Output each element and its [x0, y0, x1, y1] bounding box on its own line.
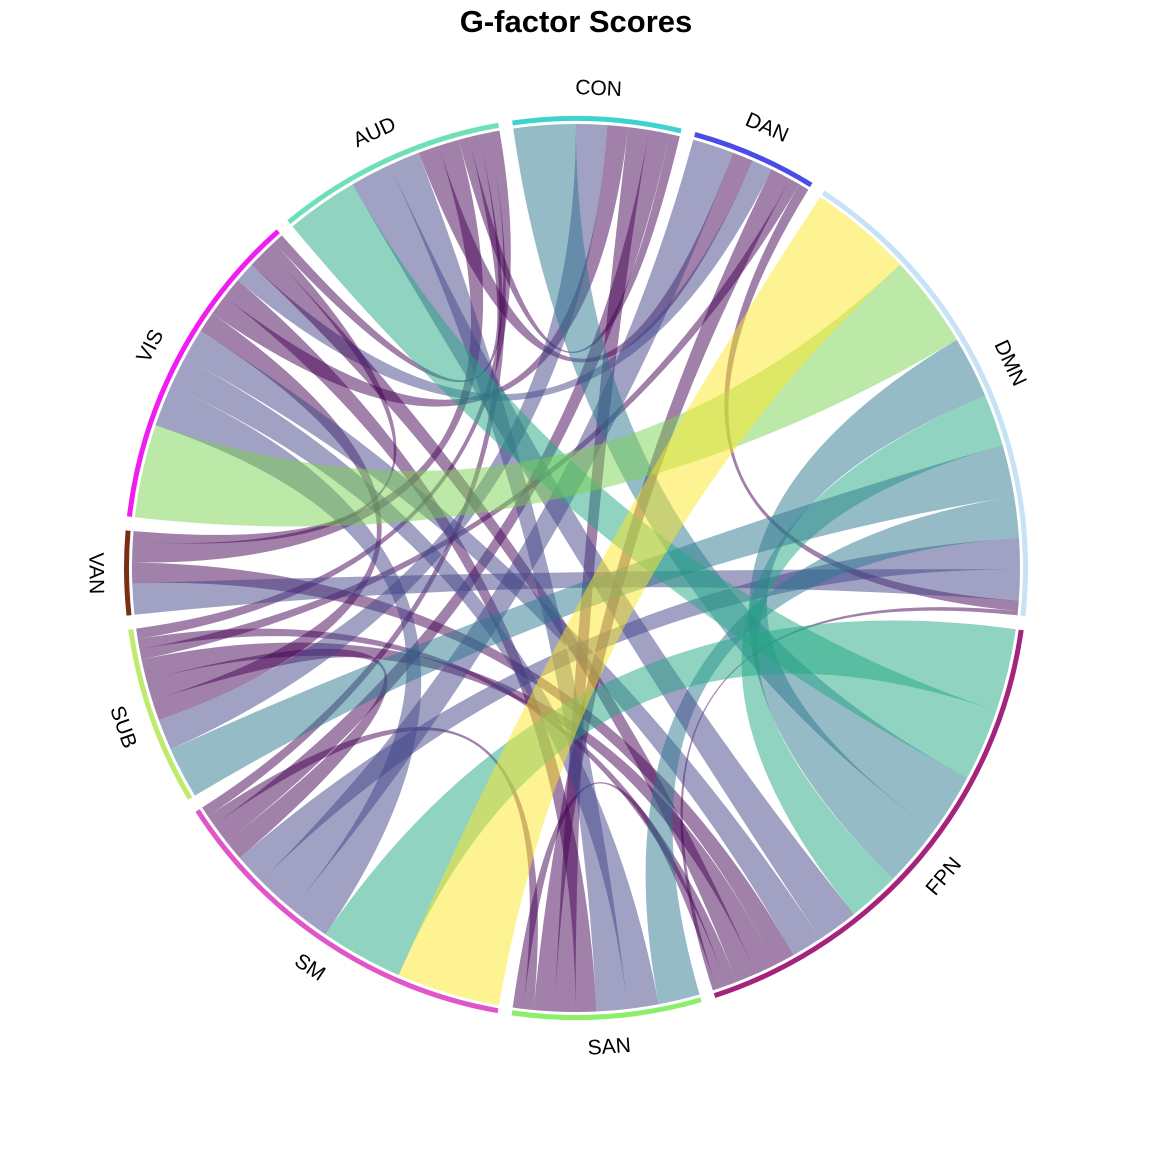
chord-link-fpn-dmn: [748, 339, 986, 879]
chord-link-fpn-aud: [352, 164, 855, 939]
sector-label-san: SAN: [587, 1034, 632, 1060]
sector-label-con: CON: [575, 76, 623, 101]
sector-track-dan: [694, 132, 813, 188]
sector-label-sub: SUB: [105, 703, 141, 751]
chord-link-sm-dan: [261, 139, 734, 910]
chord-link-van-vis: [132, 242, 397, 544]
chord-link-san-aud: [389, 152, 628, 1012]
chord-links: [131, 124, 1021, 1013]
sector-tracks: [124, 115, 1028, 1021]
sector-label-van: VAN: [84, 552, 107, 594]
chart-title: G-factor Scores: [459, 4, 693, 39]
chord-link-vis-fpn: [184, 330, 821, 956]
chord-link-aud-con: [458, 133, 680, 354]
sector-track-sub: [128, 629, 193, 800]
sector-label-dmn: DMN: [989, 337, 1030, 390]
sector-label-vis: VIS: [132, 326, 168, 367]
chord-link-fpn-con: [513, 124, 968, 832]
sector-label-fpn: FPN: [921, 853, 966, 900]
sector-label-sm: SM: [290, 949, 329, 986]
chord-link-vis-aud: [274, 134, 503, 383]
chord-link-fpn-aud: [292, 184, 997, 778]
sector-label-dan: DAN: [742, 108, 792, 147]
sector-track-san: [511, 997, 702, 1021]
chord-link-sub-vis: [152, 313, 382, 721]
chord-link-sm-fpn: [325, 620, 1016, 976]
sector-label-aud: AUD: [350, 113, 400, 152]
sector-track-van: [124, 530, 132, 616]
chord-link-sm-sub: [146, 648, 388, 858]
chord-link-san-dan: [533, 169, 791, 1012]
sector-track-con: [512, 115, 682, 134]
chord-link-sub-dmn: [170, 445, 1015, 796]
chord-link-vis-dmn: [134, 264, 957, 527]
chord-link-san-fpn: [512, 782, 727, 1009]
chord-link-sm-dmn: [398, 197, 901, 1006]
